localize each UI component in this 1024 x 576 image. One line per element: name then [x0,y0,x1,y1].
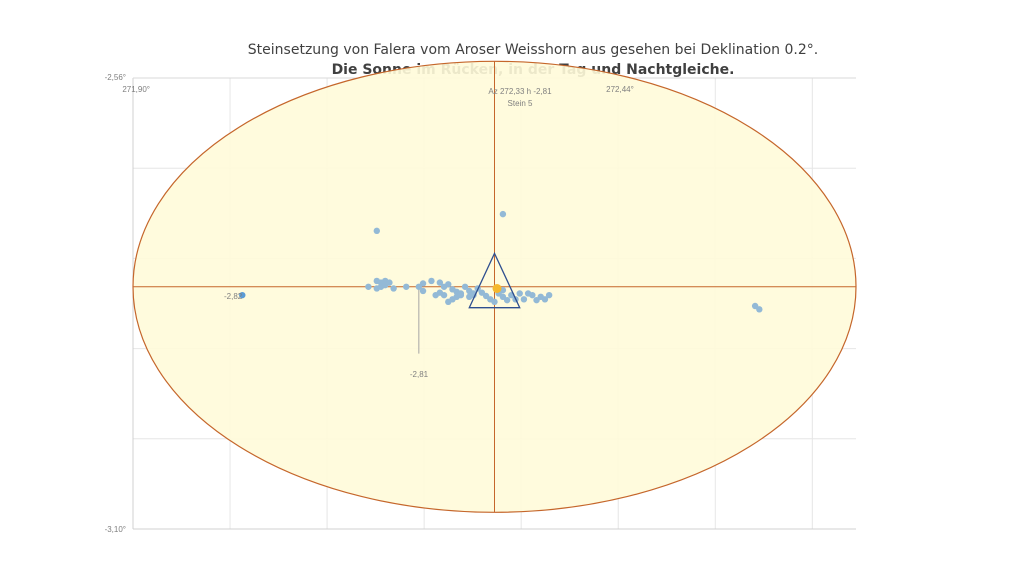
data-point [499,210,507,218]
data-point [503,296,511,304]
data-point [520,296,528,303]
data-point [419,280,427,287]
data-point [529,291,536,299]
data-point [365,283,372,290]
data-point [390,285,397,292]
x-tick-left: 271,90° [122,85,150,94]
y-tick-bottom: -3,10° [105,525,126,534]
outlier-point [239,291,246,299]
chart-title: Steinsetzung von Falera vom Aroser Weiss… [248,42,818,58]
data-point [445,281,452,288]
data-point [436,289,444,296]
outlier-label: -2,82 [224,292,243,301]
sun-marker [492,283,502,293]
stone-triangle [468,251,521,309]
data-point [541,296,549,303]
data-point [470,291,477,299]
data-point [461,283,469,290]
data-point [373,227,381,235]
data-point [756,306,763,313]
data-point [491,298,498,306]
data-point [428,277,435,285]
data-point [403,283,410,290]
data-point [516,290,523,297]
data-point [545,291,553,299]
center-annotation: Az 272,33 h -2,81 [488,87,552,96]
y-tick-top: -2,56° [105,73,126,82]
plot-marks [132,60,857,513]
data-point [419,287,427,295]
drop-line-label: -2,81 [410,370,429,379]
data-point [382,281,389,289]
stone-label: Stein 5 [508,99,533,108]
x-tick-right: 272,44° [606,85,634,94]
data-point [436,279,444,286]
data-point [457,291,465,299]
